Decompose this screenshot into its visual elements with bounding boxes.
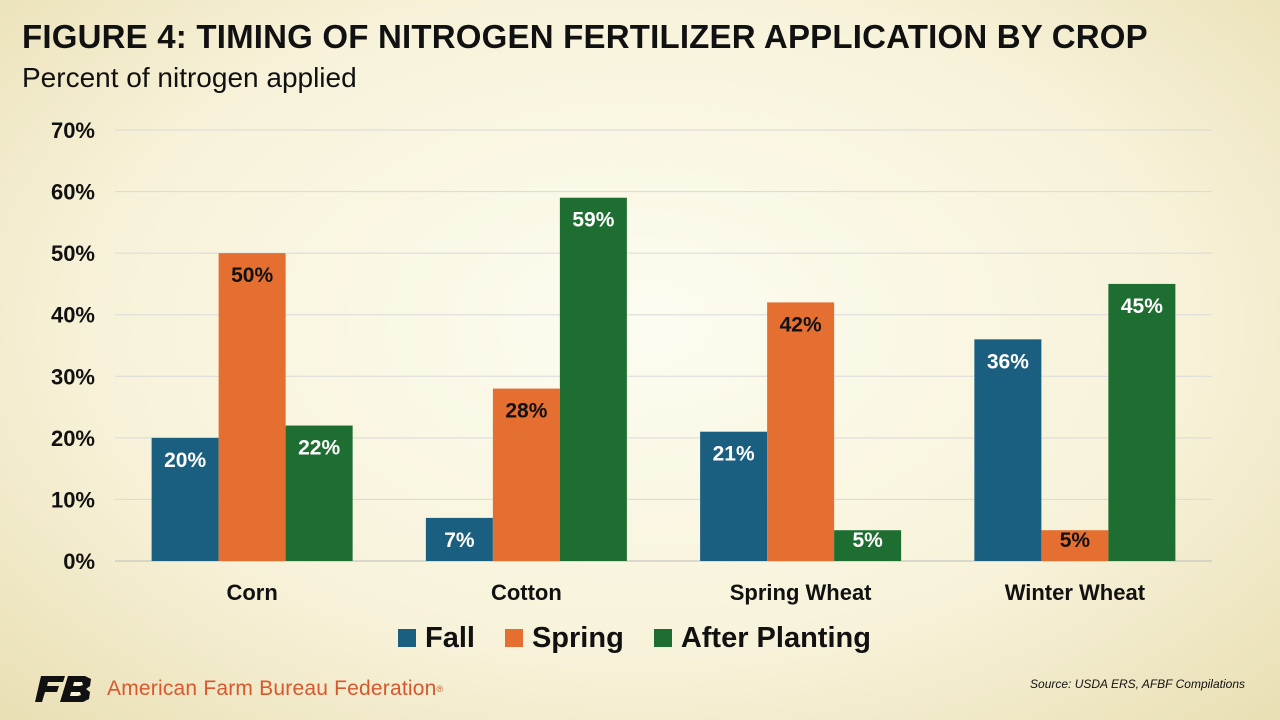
x-axis-tick-labels: Corn Cotton Spring Wheat Winter Wheat <box>226 580 1145 605</box>
y-tick-label: 40% <box>51 303 95 328</box>
bar-after-planting-corn <box>285 425 353 561</box>
bar-value-label: 59% <box>572 209 614 232</box>
y-tick-label: 60% <box>51 180 95 205</box>
legend: Fall Spring After Planting <box>398 618 871 658</box>
bar-value-label: 5% <box>852 529 883 552</box>
bar-fall-cotton <box>425 517 493 561</box>
bar-value-label: 21% <box>713 443 755 466</box>
y-tick-label: 20% <box>51 426 95 451</box>
y-tick-label: 70% <box>51 118 95 143</box>
legend-item-after-planting: After Planting <box>653 621 871 655</box>
legend-item-spring: Spring <box>504 621 624 655</box>
bar-after-planting-winter-wheat <box>1108 283 1176 561</box>
legend-swatch-spring <box>504 629 523 647</box>
bar-value-label: 36% <box>987 350 1029 373</box>
bar-value-label: 50% <box>231 264 273 287</box>
y-axis-tick-labels: 0% 10% 20% 30% 40% 50% 60% 70% <box>51 118 95 574</box>
org-name: American Farm Bureau Federation <box>107 677 437 700</box>
legend-label-fall: Fall <box>425 621 475 654</box>
bar-fall-spring-wheat <box>700 431 768 561</box>
source-note: Source: USDA ERS, AFBF Compilations <box>1030 677 1245 691</box>
bar-value-label: 42% <box>780 313 822 336</box>
x-tick-label: Corn <box>226 580 277 605</box>
bar-spring-cotton <box>492 388 560 561</box>
legend-swatch-fall <box>398 629 416 647</box>
bar-after-planting-spring-wheat <box>834 530 902 561</box>
bar-value-label: 28% <box>505 400 547 423</box>
x-tick-label: Cotton <box>491 580 562 605</box>
legend-label-after-planting: After Planting <box>680 621 871 654</box>
bar-value-label: 7% <box>444 529 475 552</box>
bar-spring-winter-wheat <box>1041 530 1109 561</box>
y-tick-label: 50% <box>51 241 95 266</box>
chart-title: FIGURE 4: TIMING OF NITROGEN FERTILIZER … <box>22 18 1148 55</box>
bar-value-label: 5% <box>1060 529 1091 552</box>
bar-value-labels: 20% 50% 22% 7% 28% 59% 21% 42% 5% 36% 5% 45% <box>164 209 1163 552</box>
bar-fall-winter-wheat <box>974 339 1042 561</box>
bar-spring-spring-wheat <box>767 302 835 561</box>
y-tick-label: 30% <box>51 364 95 389</box>
bar-spring-corn <box>218 253 286 561</box>
bar-value-label: 20% <box>164 449 206 472</box>
afbf-logo: American Farm Bureau Federation ® <box>35 676 443 702</box>
registered-mark: ® <box>436 684 444 694</box>
x-tick-label: Winter Wheat <box>1005 580 1146 605</box>
legend-label-spring: Spring <box>531 621 624 654</box>
legend-item-fall: Fall <box>398 622 475 655</box>
fb-logo-icon <box>35 676 91 702</box>
y-tick-label: 10% <box>51 487 95 512</box>
legend-swatch-after-planting <box>653 629 672 647</box>
x-tick-label: Spring Wheat <box>730 580 872 605</box>
y-tick-label: 0% <box>63 549 95 574</box>
bar-after-planting-cotton <box>559 197 627 561</box>
chart-subtitle: Percent of nitrogen applied <box>22 62 357 93</box>
bar-fall-corn <box>151 437 219 561</box>
bar-value-label: 22% <box>298 437 340 460</box>
bar-value-label: 45% <box>1121 295 1163 318</box>
bars <box>151 197 1176 561</box>
